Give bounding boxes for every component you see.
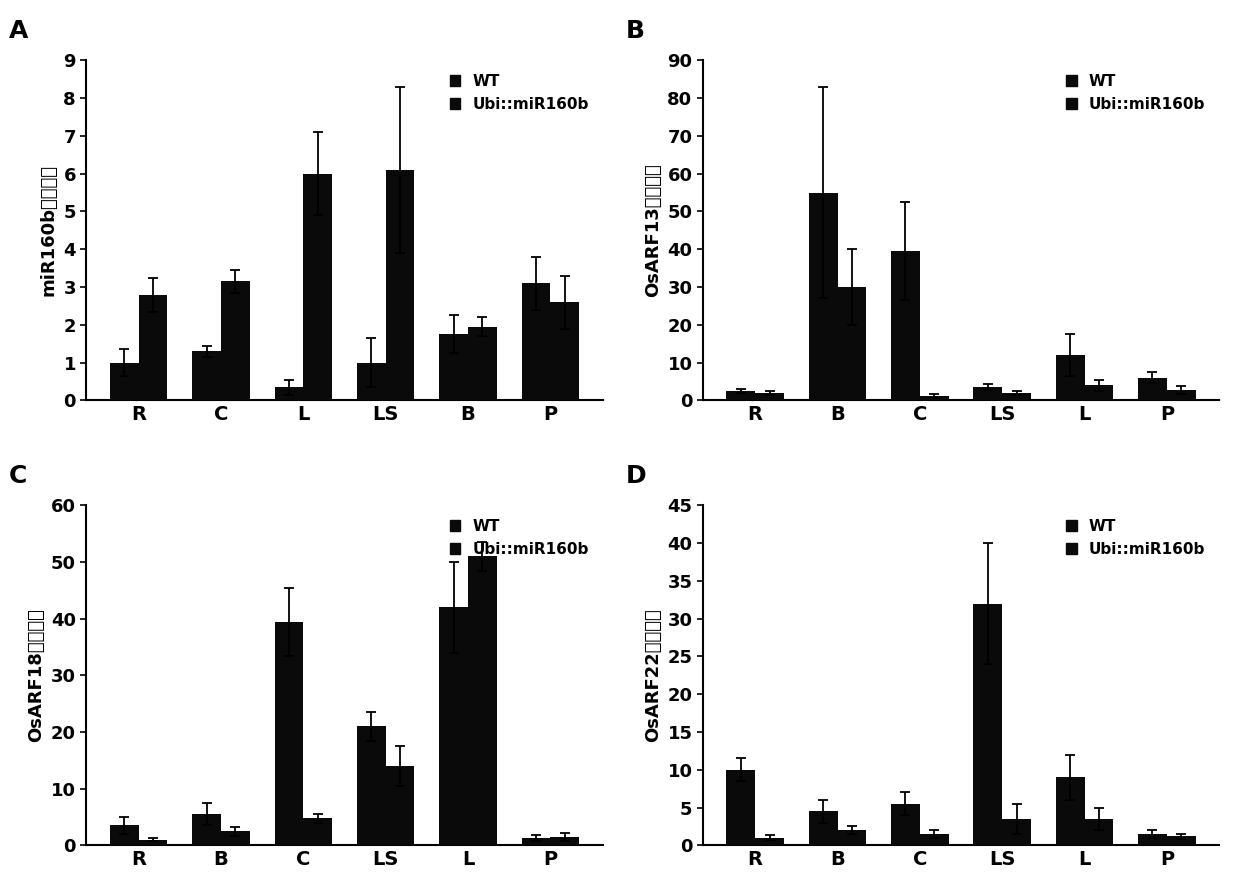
Bar	[727, 770, 755, 846]
Text: A: A	[9, 20, 29, 44]
Bar	[892, 804, 920, 846]
Text: D: D	[625, 465, 646, 489]
Bar	[920, 834, 949, 846]
Bar	[439, 335, 467, 400]
Bar	[1055, 777, 1085, 846]
Bar	[304, 174, 332, 400]
Bar	[221, 281, 249, 400]
Bar	[1167, 390, 1195, 400]
Bar	[192, 352, 221, 400]
Bar	[727, 391, 755, 400]
Bar	[551, 302, 579, 400]
Bar	[837, 830, 867, 845]
Legend: WT, Ubi::miR160b: WT, Ubi::miR160b	[444, 513, 595, 562]
Bar	[808, 192, 837, 400]
Bar	[274, 387, 304, 400]
Bar	[357, 362, 386, 400]
Bar	[522, 283, 551, 400]
Text: B: B	[625, 20, 645, 44]
Y-axis label: miR160b的表达量: miR160b的表达量	[40, 165, 58, 296]
Bar	[386, 170, 414, 400]
Text: C: C	[9, 465, 27, 489]
Bar	[304, 818, 332, 846]
Bar	[139, 295, 167, 400]
Legend: WT, Ubi::miR160b: WT, Ubi::miR160b	[444, 68, 595, 117]
Bar	[357, 726, 386, 846]
Bar	[755, 392, 784, 400]
Bar	[1138, 834, 1167, 846]
Bar	[808, 812, 837, 846]
Bar	[274, 621, 304, 845]
Bar	[139, 839, 167, 846]
Bar	[522, 838, 551, 846]
Bar	[1138, 377, 1167, 401]
Y-axis label: OsARF22的表达量: OsARF22的表达量	[644, 609, 662, 742]
Bar	[110, 362, 139, 400]
Bar	[973, 387, 1002, 400]
Bar	[439, 607, 467, 846]
Bar	[973, 603, 1002, 846]
Bar	[1085, 819, 1114, 846]
Legend: WT, Ubi::miR160b: WT, Ubi::miR160b	[1060, 513, 1211, 562]
Bar	[386, 766, 414, 845]
Bar	[1002, 819, 1030, 846]
Bar	[1055, 355, 1085, 400]
Legend: WT, Ubi::miR160b: WT, Ubi::miR160b	[1060, 68, 1211, 117]
Bar	[755, 837, 784, 846]
Y-axis label: OsARF13的表达量: OsARF13的表达量	[644, 164, 662, 297]
Bar	[551, 837, 579, 845]
Y-axis label: OsARF18的表达量: OsARF18的表达量	[27, 609, 46, 742]
Bar	[1085, 385, 1114, 400]
Bar	[1002, 392, 1030, 400]
Bar	[192, 814, 221, 846]
Bar	[1167, 837, 1195, 845]
Bar	[837, 287, 867, 400]
Bar	[221, 831, 249, 845]
Bar	[467, 327, 497, 400]
Bar	[110, 826, 139, 846]
Bar	[467, 556, 497, 846]
Bar	[920, 396, 949, 400]
Bar	[892, 251, 920, 400]
